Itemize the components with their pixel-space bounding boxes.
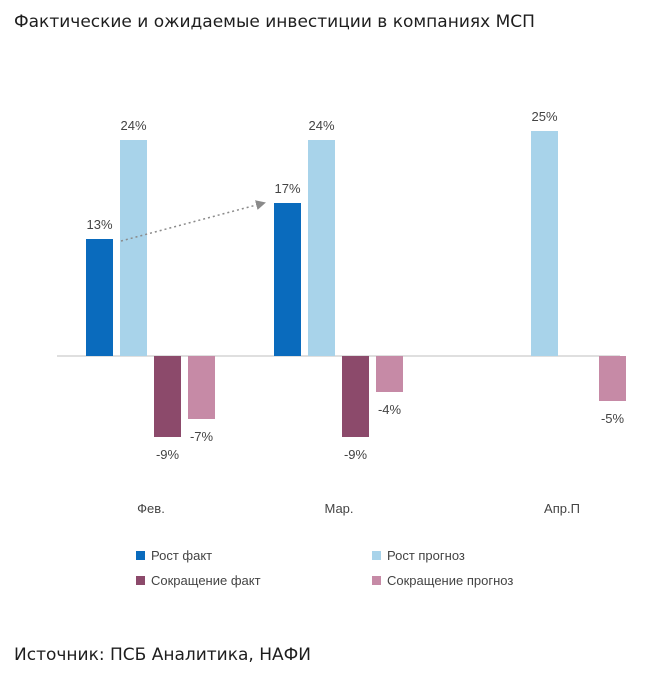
data-label-3-1: -9% xyxy=(156,447,180,462)
bar-3-2 xyxy=(342,356,369,437)
chart-title: Фактические и ожидаемые инвестиции в ком… xyxy=(14,12,535,32)
category-label-3: Апр.П xyxy=(544,501,580,516)
data-label-4-2: -4% xyxy=(378,402,402,417)
category-label-2: Мар. xyxy=(324,501,353,516)
bar-2-3 xyxy=(531,131,558,356)
bar-2-2 xyxy=(308,140,335,356)
bar-2-1 xyxy=(120,140,147,356)
bar-3-1 xyxy=(154,356,181,437)
bar-1-1 xyxy=(86,239,113,356)
data-label-2-3: 25% xyxy=(531,109,557,124)
data-label-1-1: 13% xyxy=(86,217,112,232)
category-label-1: Фев. xyxy=(137,501,165,516)
source-note: Источник: ПСБ Аналитика, НАФИ xyxy=(14,645,311,665)
data-label-4-1: -7% xyxy=(190,429,214,444)
data-label-2-2: 24% xyxy=(308,118,334,133)
bar-4-2 xyxy=(376,356,403,392)
bar-4-1 xyxy=(188,356,215,419)
data-label-1-2: 17% xyxy=(274,181,300,196)
bar-4-3 xyxy=(599,356,626,401)
data-label-2-1: 24% xyxy=(120,118,146,133)
data-label-4-3: -5% xyxy=(601,411,625,426)
data-label-3-2: -9% xyxy=(344,447,368,462)
bar-1-2 xyxy=(274,203,301,356)
